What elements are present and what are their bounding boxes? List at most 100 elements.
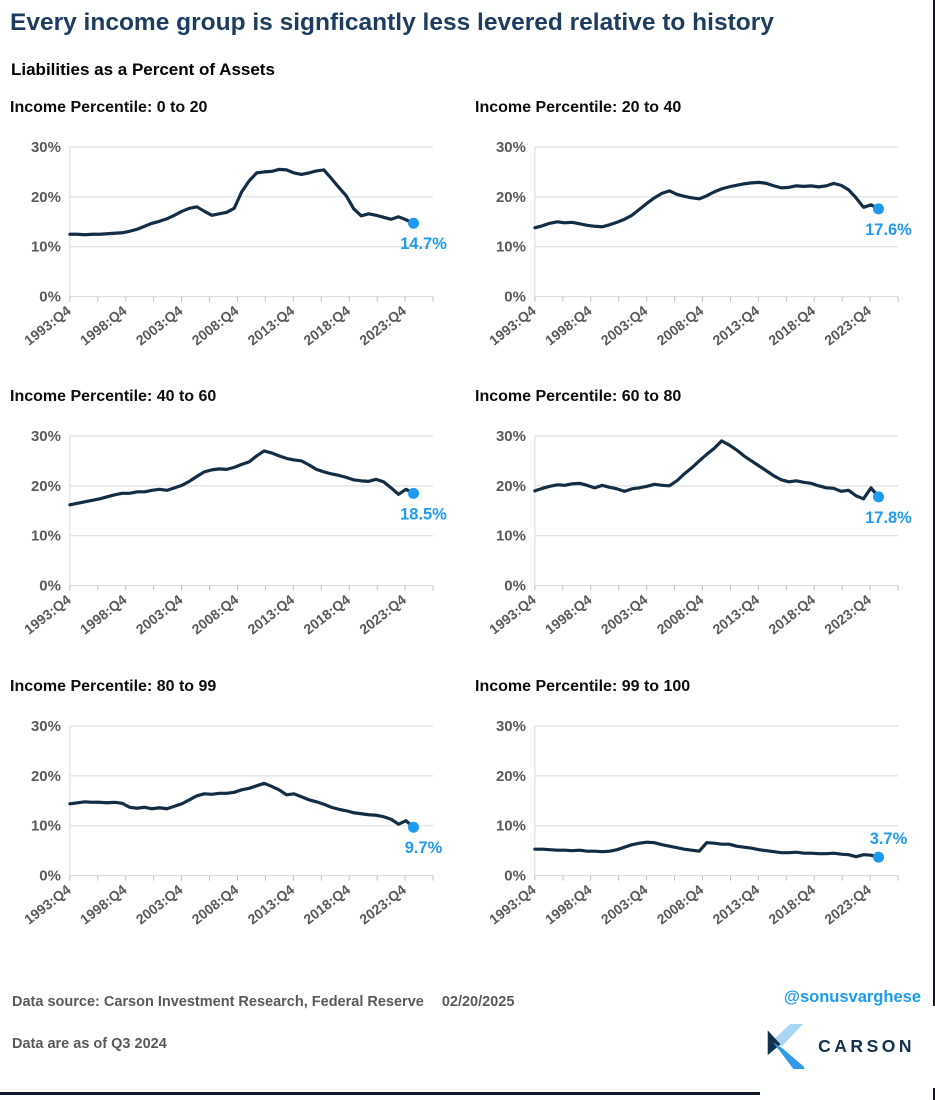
svg-text:20%: 20% — [496, 478, 526, 495]
data-source-text: Data source: Carson Investment Research,… — [12, 994, 424, 1010]
chart-title: Income Percentile: 20 to 40 — [475, 99, 682, 116]
svg-text:2013:Q4: 2013:Q4 — [245, 592, 298, 638]
svg-text:14.7%: 14.7% — [400, 235, 447, 253]
svg-text:17.6%: 17.6% — [865, 221, 912, 239]
svg-text:2018:Q4: 2018:Q4 — [765, 592, 818, 638]
svg-text:2023:Q4: 2023:Q4 — [821, 592, 874, 638]
svg-text:0%: 0% — [39, 289, 61, 306]
svg-text:2023:Q4: 2023:Q4 — [356, 881, 409, 927]
svg-text:2003:Q4: 2003:Q4 — [598, 592, 651, 638]
svg-text:2018:Q4: 2018:Q4 — [300, 881, 353, 927]
svg-text:30%: 30% — [496, 718, 526, 735]
svg-text:1998:Q4: 1998:Q4 — [542, 302, 595, 348]
svg-text:1998:Q4: 1998:Q4 — [77, 302, 130, 348]
svg-text:2003:Q4: 2003:Q4 — [133, 592, 186, 638]
svg-text:2023:Q4: 2023:Q4 — [356, 592, 409, 638]
svg-text:2008:Q4: 2008:Q4 — [654, 592, 707, 638]
svg-text:30%: 30% — [31, 718, 61, 735]
svg-text:2008:Q4: 2008:Q4 — [654, 881, 707, 927]
svg-text:10%: 10% — [496, 818, 526, 835]
svg-text:1993:Q4: 1993:Q4 — [21, 302, 74, 348]
svg-text:10%: 10% — [31, 818, 61, 835]
svg-text:0%: 0% — [39, 578, 61, 595]
svg-text:2018:Q4: 2018:Q4 — [300, 592, 353, 638]
svg-text:17.8%: 17.8% — [865, 509, 912, 527]
svg-text:2008:Q4: 2008:Q4 — [189, 592, 242, 638]
svg-text:1993:Q4: 1993:Q4 — [21, 881, 74, 927]
svg-text:2023:Q4: 2023:Q4 — [821, 302, 874, 348]
right-border-line — [933, 0, 935, 1006]
chart-panel-80-99: Income Percentile: 80 to 99 0% 10% 20% 30% 1… — [6, 678, 465, 949]
chart-income-99-100: 0%10%20%30%1993:Q4 1998:Q4 2003:Q4 2008:Q4 2… — [486, 718, 908, 927]
chart-title: Income Percentile: 0 to 20 — [10, 99, 208, 116]
svg-text:2003:Q4: 2003:Q4 — [133, 302, 186, 348]
chart-income-60-80: 0%10%20%30%1993:Q4 1998:Q4 2003:Q4 2008:Q4 2… — [486, 428, 912, 638]
data-as-of-text: Data are as of Q3 2024 — [12, 1036, 167, 1052]
svg-text:10%: 10% — [496, 528, 526, 545]
svg-text:2023:Q4: 2023:Q4 — [821, 881, 874, 927]
svg-text:1993:Q4: 1993:Q4 — [486, 302, 539, 348]
chart-income-80-99: 0%10%20%30%1993:Q4 1998:Q4 2003:Q4 2008:Q4 2… — [21, 718, 443, 927]
svg-text:2003:Q4: 2003:Q4 — [598, 302, 651, 348]
social-handle-link[interactable]: @sonusvarghese — [783, 988, 921, 1006]
svg-text:30%: 30% — [496, 139, 526, 156]
logo-bottom-arm — [773, 1042, 805, 1069]
svg-text:10%: 10% — [31, 528, 61, 545]
chart-title: Income Percentile: 80 to 99 — [10, 677, 217, 695]
chart-panel-0-20: Income Percentile: 0 to 20 0% 10% 20% 30% 19… — [6, 99, 465, 370]
svg-text:10%: 10% — [31, 239, 61, 256]
data-source-line: Data source: Carson Investment Research,… — [12, 994, 514, 1010]
svg-text:2018:Q4: 2018:Q4 — [765, 881, 818, 927]
svg-text:2013:Q4: 2013:Q4 — [710, 302, 763, 348]
chart-income-20-40: 0%10%20%30%1993:Q4 1998:Q4 2003:Q4 2008:Q4 2… — [486, 139, 912, 348]
svg-text:2013:Q4: 2013:Q4 — [710, 592, 763, 638]
svg-text:1998:Q4: 1998:Q4 — [542, 881, 595, 927]
svg-text:2013:Q4: 2013:Q4 — [245, 881, 298, 927]
svg-text:20%: 20% — [496, 189, 526, 206]
right-border-line-bottom — [933, 1088, 935, 1100]
svg-text:10%: 10% — [496, 239, 526, 256]
svg-text:2003:Q4: 2003:Q4 — [133, 881, 186, 927]
svg-text:1993:Q4: 1993:Q4 — [486, 881, 539, 927]
page-title: Every income group is signficantly less … — [10, 9, 774, 36]
charts-grid: Income Percentile: 0 to 20 0% 10% 20% 30% 19… — [6, 99, 930, 949]
svg-text:2018:Q4: 2018:Q4 — [765, 302, 818, 348]
svg-text:2003:Q4: 2003:Q4 — [598, 881, 651, 927]
svg-text:20%: 20% — [31, 478, 61, 495]
bottom-border-line — [0, 1092, 760, 1095]
logo-top-arm — [774, 1024, 804, 1047]
svg-text:0%: 0% — [504, 578, 526, 595]
chart-subtitle: Liabilities as a Percent of Assets — [11, 60, 275, 79]
svg-text:2018:Q4: 2018:Q4 — [300, 302, 353, 348]
chart-panel-60-80: Income Percentile: 60 to 80 0% 10% 20% 30% 1… — [471, 388, 930, 659]
report-date: 02/20/2025 — [441, 994, 515, 1010]
svg-text:30%: 30% — [31, 139, 61, 156]
svg-text:1998:Q4: 1998:Q4 — [77, 592, 130, 638]
carson-logo-icon — [767, 1024, 805, 1069]
svg-text:30%: 30% — [31, 428, 61, 445]
svg-text:30%: 30% — [496, 428, 526, 445]
svg-text:0%: 0% — [504, 289, 526, 306]
svg-text:20%: 20% — [31, 768, 61, 785]
chart-panel-20-40: Income Percentile: 20 to 40 0% 10% 20% 30% 1… — [471, 99, 930, 370]
carson-wordmark: CARSON — [818, 1036, 915, 1056]
svg-text:1993:Q4: 1993:Q4 — [486, 592, 539, 638]
carson-logo: CARSON — [767, 1024, 915, 1069]
svg-text:20%: 20% — [496, 768, 526, 785]
svg-text:2023:Q4: 2023:Q4 — [356, 302, 409, 348]
svg-text:2008:Q4: 2008:Q4 — [654, 302, 707, 348]
svg-text:2013:Q4: 2013:Q4 — [245, 302, 298, 348]
chart-title: Income Percentile: 99 to 100 — [475, 677, 691, 695]
svg-text:2008:Q4: 2008:Q4 — [189, 881, 242, 927]
svg-text:2013:Q4: 2013:Q4 — [710, 881, 763, 927]
svg-text:0%: 0% — [504, 868, 526, 885]
chart-panel-99-100: Income Percentile: 99 to 100 0% 10% 20% 30%… — [471, 678, 930, 949]
svg-text:1993:Q4: 1993:Q4 — [21, 592, 74, 638]
svg-text:9.7%: 9.7% — [405, 839, 443, 857]
svg-text:1998:Q4: 1998:Q4 — [77, 881, 130, 927]
svg-text:0%: 0% — [39, 868, 61, 885]
chart-title: Income Percentile: 40 to 60 — [10, 388, 217, 406]
svg-text:3.7%: 3.7% — [870, 830, 908, 848]
chart-panel-40-60: Income Percentile: 40 to 60 0% 10% 20% 30% 1… — [6, 388, 465, 659]
